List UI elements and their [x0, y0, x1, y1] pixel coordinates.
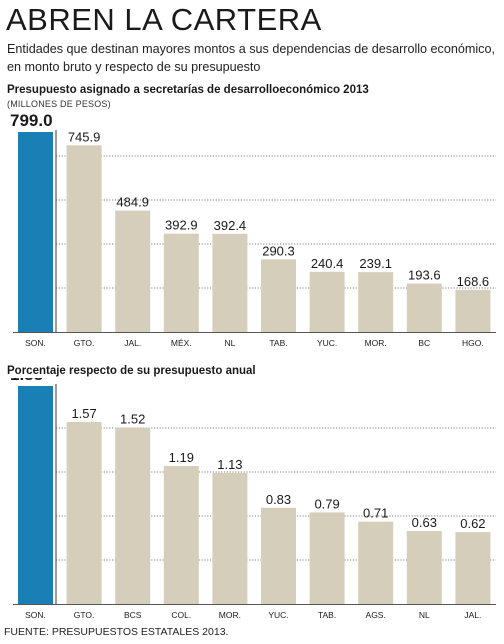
category-label: NL	[224, 338, 235, 348]
category-label: GTO.	[74, 338, 95, 348]
category-label: COL.	[171, 610, 191, 620]
category-label: SON.	[25, 338, 46, 348]
page-subtitle: Entidades que destinan mayores montos a …	[7, 42, 495, 74]
budget-chart-unit: (MILLONES DE PESOS)	[7, 99, 111, 109]
bar-son	[18, 132, 53, 332]
category-label: HGO.	[462, 338, 484, 348]
bar-jal	[455, 532, 491, 604]
bar-ags	[358, 521, 394, 604]
data-label: 1.52	[120, 412, 145, 427]
data-label: 290.3	[262, 243, 295, 258]
category-label: BCS	[124, 610, 142, 620]
category-label: TAB.	[318, 610, 336, 620]
data-label: 193.6	[408, 268, 441, 283]
bar-hgo	[455, 289, 491, 332]
category-label: MOR.	[219, 610, 241, 620]
data-label: 1.88	[10, 378, 43, 384]
bar-jal	[115, 210, 151, 332]
bar-bcs	[115, 427, 151, 604]
category-label: AGS.	[366, 610, 386, 620]
data-label: 484.9	[116, 195, 149, 210]
data-label: 745.9	[68, 129, 101, 144]
bar-bc	[406, 283, 442, 332]
bar-nl	[212, 233, 248, 332]
bar-yuc	[309, 271, 345, 332]
data-label: 0.63	[412, 515, 437, 530]
percent-bar-chart: 1.88 SON. 1.57 GTO. 1.52 BCS 1.19 COL. 1.13 MOR. 0…	[10, 378, 496, 620]
category-label: JAL.	[464, 610, 481, 620]
bar-nl	[406, 530, 442, 604]
percent-chart-heading: Porcentaje respecto de su presupuesto an…	[7, 365, 256, 377]
category-label: BC	[418, 338, 430, 348]
bar-gto	[66, 145, 102, 332]
data-label: 392.9	[165, 218, 198, 233]
category-label: YUC.	[268, 610, 288, 620]
category-label: GTO.	[74, 610, 95, 620]
page-title: ABREN LA CARTERA	[6, 2, 322, 37]
data-label: 0.71	[363, 506, 388, 521]
budget-bar-chart: 799.0 SON. 745.9 GTO. 484.9 JAL. 392.9 MÉX. 392.…	[10, 112, 496, 348]
bar-col	[163, 466, 199, 604]
bar-mor	[212, 472, 248, 604]
bar-mx	[163, 233, 199, 332]
source-note: FUENTE: PRESUPUESTOS ESTATALES 2013.	[4, 626, 229, 638]
data-label: 1.57	[71, 406, 96, 421]
category-label: YUC.	[317, 338, 337, 348]
bar-tab	[261, 259, 296, 332]
data-label: 392.4	[214, 218, 247, 233]
data-label: 0.83	[266, 492, 291, 507]
bar-gto	[66, 421, 102, 604]
data-label: 799.0	[10, 112, 53, 130]
data-label: 1.13	[217, 457, 242, 472]
bar-son	[18, 386, 53, 604]
category-label: MOR.	[365, 338, 387, 348]
data-label: 0.62	[460, 516, 485, 531]
data-label: 240.4	[311, 256, 344, 271]
data-label: 1.19	[169, 450, 194, 465]
category-label: NL	[419, 610, 430, 620]
bar-yuc	[261, 507, 296, 604]
bar-mor	[358, 272, 394, 332]
data-label: 168.6	[457, 274, 490, 289]
bar-tab	[309, 512, 345, 604]
category-label: MÉX.	[171, 338, 192, 348]
data-label: 239.1	[359, 256, 392, 271]
budget-chart-heading: Presupuesto asignado a secretarías de de…	[7, 84, 369, 96]
category-label: TAB.	[269, 338, 287, 348]
category-label: SON.	[25, 610, 46, 620]
category-label: JAL.	[124, 338, 141, 348]
data-label: 0.79	[314, 496, 339, 511]
